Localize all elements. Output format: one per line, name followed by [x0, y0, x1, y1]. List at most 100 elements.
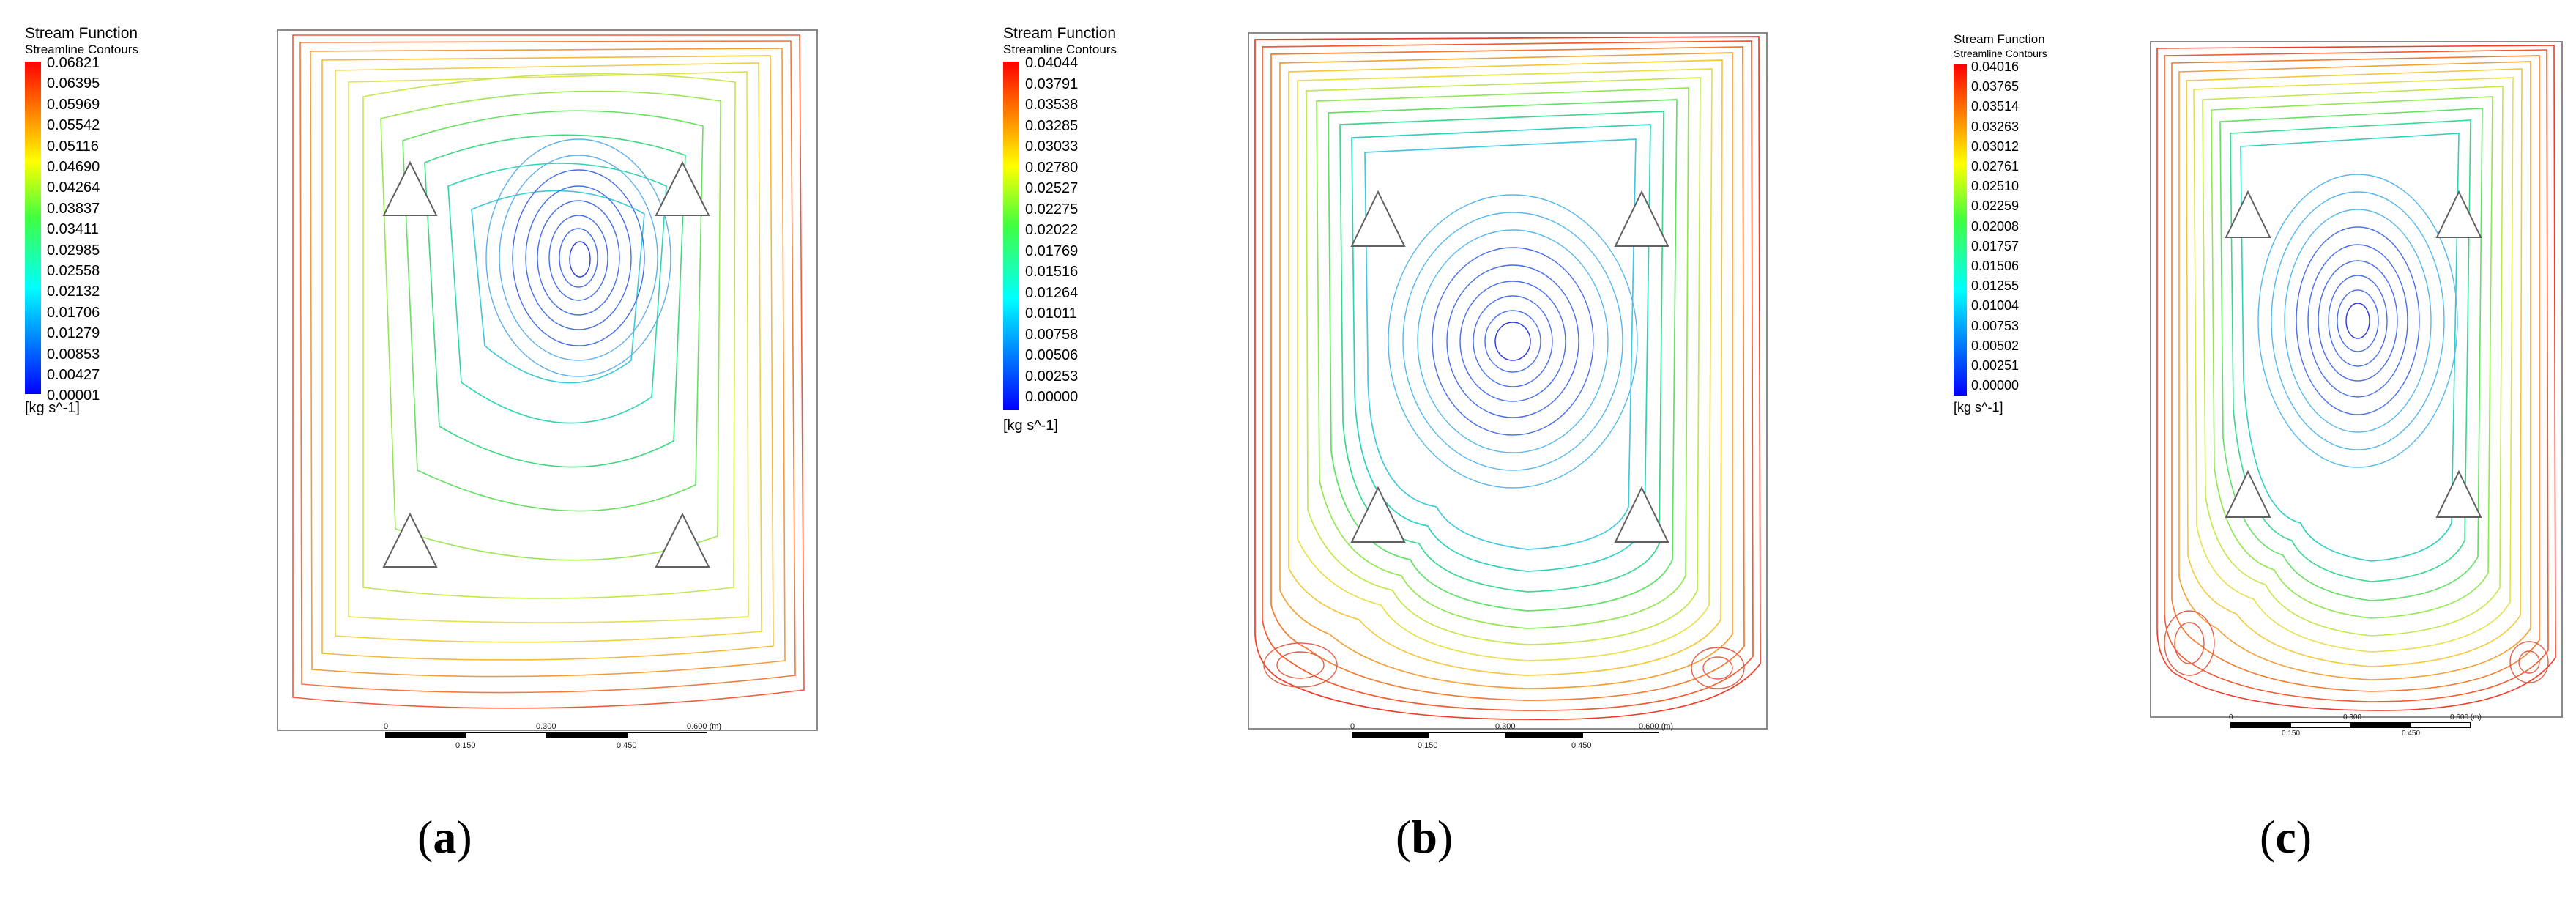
colorbar-tick-label: 0.03263 — [1971, 119, 2020, 134]
flow-domain-a — [277, 29, 818, 731]
colorbar-tick-label: 0.02761 — [1971, 159, 2020, 174]
obstacle-triangle — [1614, 190, 1669, 247]
colorbar-tick-label: 0.01769 — [1025, 242, 1079, 259]
colorbar-tick-label: 0.03033 — [1025, 138, 1079, 155]
scale-label: 0.600 (m) — [1639, 722, 1674, 731]
colorbar-tick-label: 0.01706 — [47, 304, 100, 321]
flow-domain-b — [1248, 32, 1768, 730]
colorbar-tick-label: 0.00001 — [47, 387, 100, 404]
colorbar-tick-label: 0.04690 — [47, 159, 100, 175]
scale-segment — [1429, 732, 1505, 738]
colorbar-tick-label: 0.01516 — [1025, 264, 1079, 280]
colorbar-tick-label: 0.01279 — [47, 325, 100, 342]
scale-segment — [546, 732, 627, 738]
colorbar — [1954, 64, 1967, 396]
colorbar-tick-label: 0.03285 — [1025, 117, 1079, 134]
colorbar-tick-label: 0.00506 — [1025, 347, 1079, 363]
scale-label: 0.450 — [2402, 730, 2421, 738]
colorbar — [1003, 62, 1019, 410]
scale-segment — [627, 732, 707, 738]
obstacle-triangle — [1350, 190, 1406, 247]
obstacle-triangle — [655, 512, 710, 568]
colorbar-tick-label: 0.01757 — [1971, 238, 2020, 253]
colorbar-tick-label: 0.01255 — [1971, 278, 2020, 294]
colorbar-tick-label: 0.00251 — [1971, 358, 2020, 373]
scale-segment — [2411, 722, 2471, 728]
colorbar-tick-label: 0.03012 — [1971, 138, 2020, 154]
colorbar-tick-label: 0.06395 — [47, 75, 100, 92]
colorbar-tick-label: 0.03837 — [47, 200, 100, 217]
colorbar-tick-label: 0.00502 — [1971, 338, 2020, 353]
scale-label: 0 — [384, 722, 389, 731]
obstacle-triangle — [655, 160, 710, 216]
colorbar-tick-label: 0.03514 — [1971, 99, 2020, 114]
colorbar-tick-label: 0.02275 — [1025, 201, 1079, 218]
colorbar-tick-label: 0.03411 — [47, 221, 99, 238]
colorbar-tick-label: 0.03765 — [1971, 79, 2020, 94]
colorbar-tick-label: 0.05116 — [47, 138, 99, 155]
scale-segment — [2290, 722, 2350, 728]
colorbar-tick-label: 0.04264 — [47, 179, 100, 196]
legend-title: Stream Function — [1003, 25, 1117, 42]
panel-c: Stream Function Streamline Contours 0.04… — [1904, 0, 2576, 898]
colorbar-tick-label: 0.02558 — [47, 263, 100, 279]
colorbar-tick-label: 0.02527 — [1025, 180, 1079, 196]
panel-b: Stream Function Streamline Contours 0.04… — [952, 0, 1904, 898]
colorbar-tick-label: 0.01004 — [1971, 298, 2020, 313]
colorbar-tick-label: 0.05542 — [47, 117, 100, 134]
scale-segment — [2230, 722, 2290, 728]
colorbar-tick-label: 0.02510 — [1971, 179, 2020, 194]
legend-subtitle: Streamline Contours — [25, 42, 138, 56]
colorbar-tick-label: 0.00000 — [1025, 389, 1079, 405]
legend-subtitle: Streamline Contours — [1954, 48, 2047, 59]
streamline-plot — [1254, 36, 1761, 721]
colorbar-tick-label: 0.00758 — [1025, 326, 1079, 343]
colorbar-tick-label: 0.01011 — [1025, 305, 1077, 322]
legend-title: Stream Function — [25, 25, 138, 42]
obstacle-triangle — [2435, 470, 2482, 518]
colorbar-tick-label: 0.04016 — [1971, 59, 2020, 74]
colorbar-tick-label: 0.03538 — [1025, 97, 1079, 113]
obstacle-triangle — [382, 160, 438, 216]
colorbar-tick-label: 0.06821 — [47, 55, 100, 71]
colorbar-tick-label: 0.01506 — [1971, 259, 2020, 273]
scale-segment — [466, 732, 546, 738]
obstacle-triangle — [2225, 470, 2271, 518]
panel-label-a: (a) — [417, 811, 472, 863]
scale-segment — [1505, 732, 1582, 738]
obstacle-triangle — [2225, 190, 2271, 238]
scale-bar-b: 0 0.300 0.600 (m) 0.150 0.450 — [1350, 722, 1673, 756]
colorbar-tick-label: 0.00253 — [1025, 368, 1079, 385]
scale-label: 0 — [1350, 722, 1355, 731]
scale-label: 0.300 — [1495, 722, 1516, 731]
colorbar-tick-label: 0.02780 — [1025, 159, 1079, 176]
colorbar-tick-label: 0.02985 — [47, 242, 100, 259]
legend-subtitle: Streamline Contours — [1003, 42, 1117, 56]
scale-segment — [2350, 722, 2411, 728]
streamline-plot — [2156, 45, 2556, 711]
scale-label: 0 — [2229, 713, 2233, 721]
obstacle-triangle — [1350, 486, 1406, 543]
colorbar-tick-label: 0.02022 — [1025, 222, 1079, 238]
scale-label: 0.450 — [617, 741, 637, 750]
legend-c: Stream Function Streamline Contours 0.04… — [1954, 32, 2047, 415]
scale-bar-c: 0 0.300 0.600 (m) 0.150 0.450 — [2229, 713, 2482, 743]
panel-label-b: (b) — [1396, 811, 1453, 863]
scale-label: 0.600 (m) — [2450, 713, 2482, 721]
colorbar-tick-label: 0.03791 — [1025, 75, 1079, 92]
colorbar-tick-label: 0.00000 — [1971, 378, 2020, 393]
colorbar-tick-label: 0.00753 — [1971, 318, 2020, 333]
scale-label: 0.450 — [1571, 741, 1592, 750]
legend-a: Stream Function Streamline Contours 0.06… — [25, 25, 138, 416]
scale-label: 0.150 — [455, 741, 476, 750]
unit-label: [kg s^-1] — [25, 400, 80, 416]
panel-a: Stream Function Streamline Contours 0.06… — [0, 0, 952, 898]
panel-label-c: (c) — [2260, 811, 2312, 863]
scale-label: 0.150 — [1418, 741, 1438, 750]
obstacle-triangle — [382, 512, 438, 568]
legend-b: Stream Function Streamline Contours 0.04… — [1003, 25, 1117, 434]
obstacle-triangle — [2435, 190, 2482, 238]
colorbar-tick-label: 0.00427 — [47, 367, 100, 383]
colorbar-tick-label: 0.02132 — [47, 283, 100, 300]
scale-segment — [1582, 732, 1659, 738]
